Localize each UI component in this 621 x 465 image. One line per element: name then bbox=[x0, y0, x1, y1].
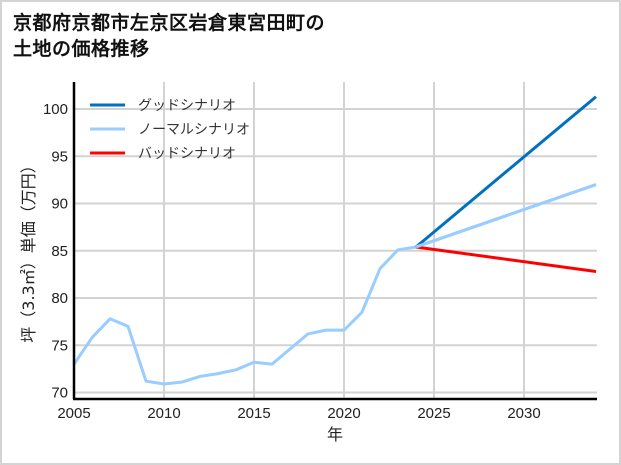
grid-lines bbox=[73, 82, 597, 399]
legend-label: ノーマルシナリオ bbox=[138, 122, 250, 138]
x-tick-label: 2010 bbox=[147, 405, 180, 422]
axes bbox=[72, 82, 597, 401]
series-line bbox=[415, 95, 597, 249]
y-tick-label: 100 bbox=[43, 101, 68, 118]
series-line-forecast bbox=[415, 183, 597, 249]
series-line bbox=[415, 245, 597, 274]
y-tick-label: 85 bbox=[51, 243, 68, 260]
x-tick-label: 2030 bbox=[507, 405, 540, 422]
y-axis-label: 坪（3.3㎡）単価（万円） bbox=[19, 157, 38, 342]
x-tick-label: 2025 bbox=[417, 405, 450, 422]
y-tick-label: 80 bbox=[51, 290, 68, 307]
x-tick-label: 2005 bbox=[57, 405, 90, 422]
legend-label: バッドシナリオ bbox=[138, 146, 236, 162]
x-tick-label: 2015 bbox=[237, 405, 270, 422]
x-tick-label: 2020 bbox=[327, 405, 360, 422]
y-tick-label: 70 bbox=[51, 385, 68, 402]
y-tick-label: 90 bbox=[51, 196, 68, 213]
series-line bbox=[72, 183, 597, 386]
x-tick-labels: 2005 2010 2015 2020 2025 2030 bbox=[57, 405, 540, 422]
y-tick-label: 75 bbox=[51, 337, 68, 354]
chart-title: 京都府京都市左京区岩倉東宮田町の 土地の価格推移 bbox=[13, 12, 326, 60]
y-tick-labels: 70 75 80 85 90 95 100 bbox=[43, 101, 68, 402]
y-tick-label: 95 bbox=[51, 148, 68, 165]
x-axis-label: 年 bbox=[327, 425, 343, 444]
legend-label: グッドシナリオ bbox=[138, 98, 236, 114]
data-lines bbox=[72, 95, 597, 386]
